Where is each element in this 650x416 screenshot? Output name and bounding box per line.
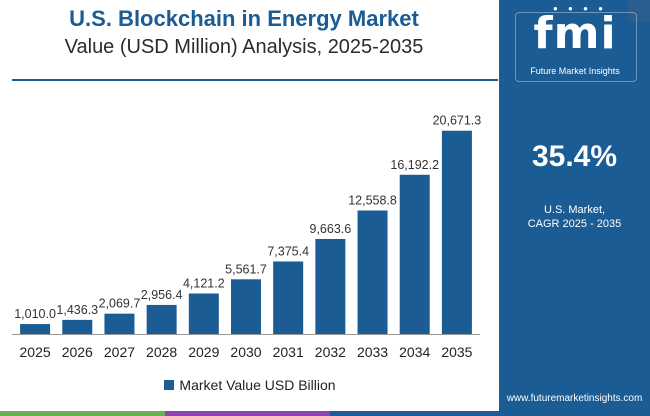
x-tick-2033: 2033 (357, 344, 388, 360)
cagr-value: 35.4% (531, 140, 618, 173)
title-divider (12, 79, 498, 81)
fmi-logo: fmi (533, 8, 617, 59)
x-tick-2025: 2025 (20, 344, 51, 360)
x-tick-2031: 2031 (273, 344, 304, 360)
logo-frame (515, 12, 637, 82)
bar-2028 (146, 304, 177, 334)
cagr-label-line2: CAGR 2025 - 2035 (527, 218, 622, 230)
footer-bar-blue (330, 411, 499, 416)
bar-2034 (399, 174, 430, 334)
bar-2035 (441, 130, 472, 334)
cagr-label-line1: U.S. Market, (543, 204, 606, 216)
bar-2027 (104, 313, 135, 334)
logo-subtext: Future Market Insights (530, 66, 620, 76)
x-tick-2028: 2028 (146, 344, 177, 360)
legend-label: Market Value USD Billion (179, 377, 336, 393)
data-label-2032: 9,663.6 (310, 222, 352, 236)
x-tick-2030: 2030 (230, 344, 261, 360)
x-tick-2029: 2029 (188, 344, 219, 360)
data-label-2029: 4,121.2 (183, 276, 225, 290)
data-label-2028: 2,956.4 (141, 288, 183, 302)
panel-corner (628, 0, 650, 22)
website-link[interactable]: www.futuremarketinsights.com (506, 393, 643, 404)
chart-title: U.S. Blockchain in Energy Market (69, 6, 419, 31)
bar-2026 (62, 319, 93, 334)
footer-bar-green (0, 411, 165, 416)
data-label-2025: 1,010.0 (14, 307, 56, 321)
x-tick-2026: 2026 (62, 344, 93, 360)
legend-swatch (164, 380, 175, 390)
bar-2031 (273, 261, 304, 334)
data-label-2026: 1,436.3 (56, 303, 98, 317)
x-tick-2034: 2034 (399, 344, 430, 360)
bar-2030 (231, 279, 261, 334)
data-label-2031: 7,375.4 (267, 244, 309, 258)
logo-icons: ● ● ● ● (553, 4, 607, 13)
data-label-2027: 2,069.7 (99, 297, 141, 311)
x-tick-2035: 2035 (441, 344, 472, 360)
bar-2033 (357, 210, 388, 334)
data-label-2034: 16,192.2 (390, 158, 439, 172)
chart-legend: Market Value USD Billion (0, 377, 500, 393)
cagr-label: U.S. Market, CAGR 2025 - 2035 (499, 203, 650, 231)
x-tick-2027: 2027 (104, 344, 135, 360)
side-panel (499, 0, 650, 416)
data-label-2033: 12,558.8 (348, 194, 397, 208)
data-label-2035: 20,671.3 (433, 114, 482, 128)
data-label-2030: 5,561.7 (225, 262, 267, 276)
bar-2029 (188, 293, 219, 334)
bar-2025 (20, 324, 51, 334)
chart-subtitle: Value (USD Million) Analysis, 2025-2035 (64, 36, 424, 58)
footer-bar-purple (165, 411, 330, 416)
x-tick-2032: 2032 (315, 344, 346, 360)
bar-2032 (315, 238, 346, 334)
